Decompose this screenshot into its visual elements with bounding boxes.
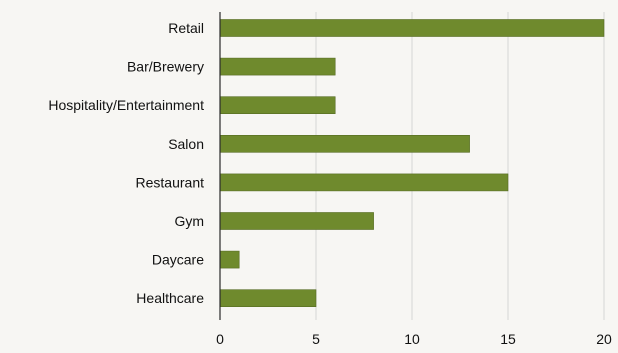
category-labels: Retail Bar/Brewery Hospitality/Entertainme… <box>48 20 204 306</box>
category-label: Restaurant <box>136 174 205 190</box>
bar <box>219 212 374 230</box>
category-label: Healthcare <box>136 290 204 306</box>
x-tick-label: 20 <box>596 331 612 347</box>
bar <box>219 173 509 192</box>
x-tick-label: 15 <box>500 331 516 347</box>
bar <box>219 96 336 114</box>
bar <box>219 289 317 308</box>
x-tick-label: 0 <box>216 331 224 347</box>
category-label: Retail <box>168 20 204 36</box>
gridlines <box>315 12 605 320</box>
bars <box>219 19 605 308</box>
category-label: Daycare <box>152 252 204 268</box>
category-label: Gym <box>174 213 204 229</box>
category-label: Hospitality/Entertainment <box>48 97 204 113</box>
bar <box>219 19 605 37</box>
category-label: Salon <box>168 136 204 152</box>
bar <box>219 57 336 76</box>
x-tick-label: 5 <box>312 331 320 347</box>
x-tick-label: 10 <box>404 331 420 347</box>
category-label: Bar/Brewery <box>127 59 204 75</box>
bar <box>219 135 470 153</box>
x-axis-ticks: 0 5 10 15 20 <box>216 331 612 347</box>
bar <box>219 250 240 269</box>
